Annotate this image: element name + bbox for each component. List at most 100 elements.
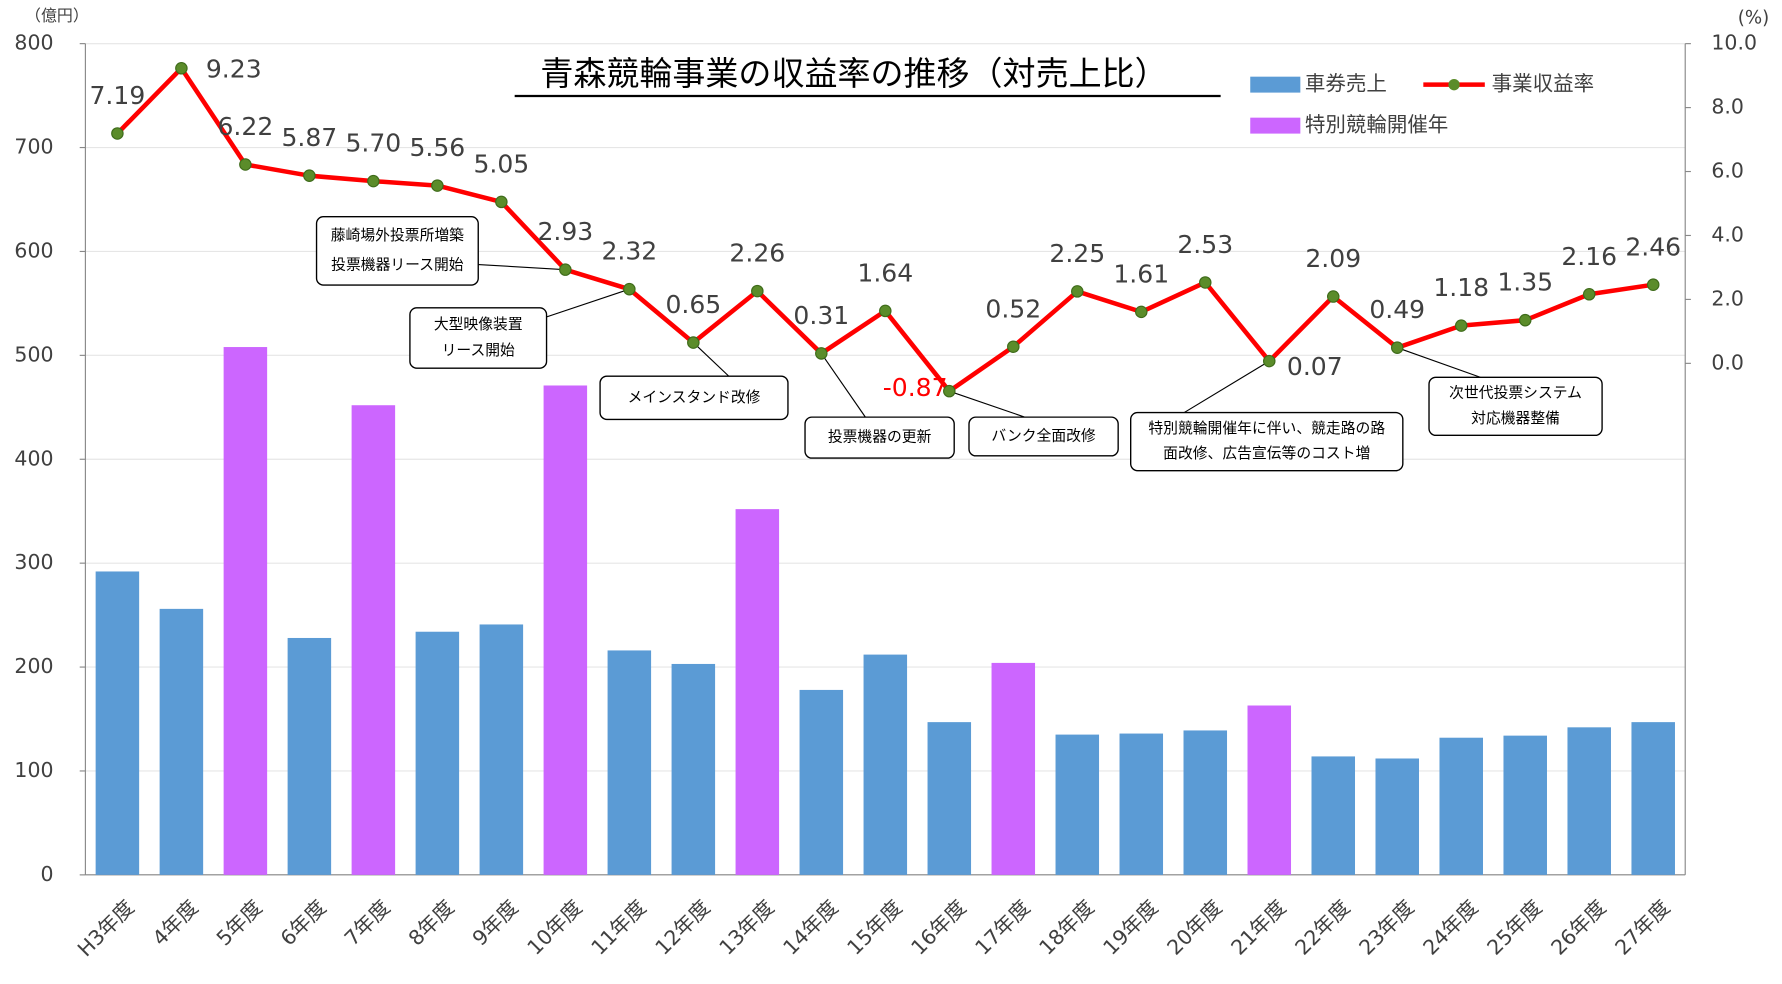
y-tick-label: 700 bbox=[14, 135, 53, 159]
x-tick-label: 19年度 bbox=[1098, 895, 1162, 959]
x-tick-label: 21年度 bbox=[1226, 895, 1290, 959]
value-label: 0.31 bbox=[793, 301, 849, 330]
x-tick-label: 14年度 bbox=[778, 895, 842, 959]
x-tick-label: 27年度 bbox=[1610, 895, 1674, 959]
callout-pointer bbox=[820, 353, 866, 418]
value-label: 6.22 bbox=[217, 112, 273, 141]
callout-text: 面改修、広告宣伝等のコスト増 bbox=[1163, 444, 1370, 462]
x-tick-label: 15年度 bbox=[842, 895, 906, 959]
x-tick-label: 16年度 bbox=[906, 895, 970, 959]
callout-box bbox=[599, 375, 789, 421]
value-label: 2.16 bbox=[1561, 242, 1617, 271]
callout-text: 対応機器整備 bbox=[1471, 410, 1560, 427]
callout-pointer bbox=[1183, 360, 1270, 414]
marker bbox=[1326, 290, 1340, 303]
legend-marker bbox=[1448, 78, 1460, 91]
marker bbox=[559, 263, 572, 276]
value-label: 5.05 bbox=[473, 149, 529, 178]
x-tick-label: 5年度 bbox=[212, 895, 267, 950]
bar bbox=[543, 385, 588, 875]
x-tick-label: H3年度 bbox=[73, 895, 139, 961]
value-label: 2.25 bbox=[1049, 239, 1105, 268]
marker bbox=[1199, 276, 1212, 289]
value-label: 0.49 bbox=[1369, 295, 1425, 324]
bar bbox=[95, 571, 140, 875]
value-label: 2.26 bbox=[729, 239, 785, 268]
bar bbox=[1055, 734, 1100, 875]
marker bbox=[1135, 305, 1148, 319]
callout-text: 投票機器リース開始 bbox=[331, 257, 464, 274]
value-label: 1.18 bbox=[1433, 273, 1489, 302]
marker bbox=[111, 127, 124, 140]
y2-tick-label: 0.0 bbox=[1711, 350, 1744, 374]
y-tick-label: 400 bbox=[14, 446, 53, 470]
value-label: 5.70 bbox=[345, 129, 401, 158]
y-unit: （億円） bbox=[25, 6, 89, 25]
value-label: 2.09 bbox=[1305, 244, 1361, 273]
marker bbox=[1071, 285, 1084, 298]
x-tick-label: 13年度 bbox=[714, 895, 778, 959]
marker bbox=[367, 174, 380, 188]
x-tick-label: 24年度 bbox=[1418, 895, 1482, 959]
x-tick-label: 6年度 bbox=[276, 895, 331, 950]
value-label: 0.65 bbox=[665, 290, 721, 319]
y2-tick-label: 2.0 bbox=[1711, 286, 1744, 310]
y2-tick-label: 8.0 bbox=[1711, 95, 1744, 119]
value-label: 1.35 bbox=[1497, 268, 1553, 297]
callout-box bbox=[804, 416, 955, 459]
y-tick-label: 200 bbox=[14, 654, 53, 678]
x-tick-label: 8年度 bbox=[404, 895, 459, 950]
bar bbox=[479, 624, 524, 875]
callout-text: 特別競輪開催年に伴い、競走路の路 bbox=[1148, 420, 1385, 437]
value-label: -0.87 bbox=[883, 373, 948, 402]
callout-text: 大型映像装置 bbox=[434, 316, 523, 333]
y-tick-label: 300 bbox=[14, 550, 53, 574]
x-tick-label: 11年度 bbox=[586, 895, 650, 959]
bar bbox=[1567, 727, 1611, 875]
bar bbox=[991, 662, 1036, 875]
marker bbox=[303, 169, 316, 182]
x-tick-label: 18年度 bbox=[1034, 895, 1098, 959]
value-label: 2.53 bbox=[1177, 230, 1233, 259]
x-tick-label: 25年度 bbox=[1482, 895, 1546, 959]
callout-text: 次世代投票システム bbox=[1449, 385, 1582, 402]
y2-tick-label: 10.0 bbox=[1711, 31, 1757, 55]
x-tick-label: 20年度 bbox=[1162, 895, 1226, 959]
bar bbox=[735, 509, 780, 875]
x-tick-label: 26年度 bbox=[1546, 895, 1610, 959]
callout-pointer bbox=[532, 288, 630, 323]
legend-label: 特別競輪開催年 bbox=[1305, 113, 1448, 137]
bar bbox=[799, 689, 844, 875]
value-label: 1.61 bbox=[1113, 259, 1169, 288]
value-label: 0.52 bbox=[985, 294, 1041, 323]
callout-box bbox=[315, 216, 479, 286]
callout-box bbox=[968, 416, 1119, 457]
y-tick-label: 800 bbox=[14, 31, 53, 55]
value-label: 5.87 bbox=[281, 123, 337, 152]
marker bbox=[815, 347, 828, 360]
bar bbox=[223, 347, 268, 875]
value-label: 2.93 bbox=[537, 217, 593, 246]
marker bbox=[1582, 288, 1596, 301]
bar bbox=[1375, 758, 1420, 875]
y-tick-label: 0 bbox=[40, 862, 53, 886]
callout-text: リース開始 bbox=[442, 342, 515, 359]
x-tick-label: 10年度 bbox=[522, 895, 586, 959]
chart-title: 青森競輪事業の収益率の推移（対売上比） bbox=[540, 54, 1167, 93]
y2-tick-label: 4.0 bbox=[1711, 222, 1744, 246]
bar bbox=[1119, 733, 1164, 875]
legend-label: 車券売上 bbox=[1305, 72, 1387, 96]
x-tick-label: 17年度 bbox=[970, 895, 1034, 959]
marker bbox=[495, 195, 508, 209]
callout-text: メインスタンド改修 bbox=[628, 389, 761, 406]
marker bbox=[1007, 340, 1020, 353]
value-label: 7.19 bbox=[90, 81, 146, 110]
bar bbox=[1631, 722, 1675, 875]
bar bbox=[1503, 735, 1547, 875]
value-label: 2.46 bbox=[1625, 232, 1681, 261]
value-label: 1.64 bbox=[857, 258, 913, 287]
callout-pointer bbox=[478, 263, 566, 271]
y-tick-label: 100 bbox=[14, 758, 53, 782]
x-tick-label: 4年度 bbox=[148, 895, 203, 950]
